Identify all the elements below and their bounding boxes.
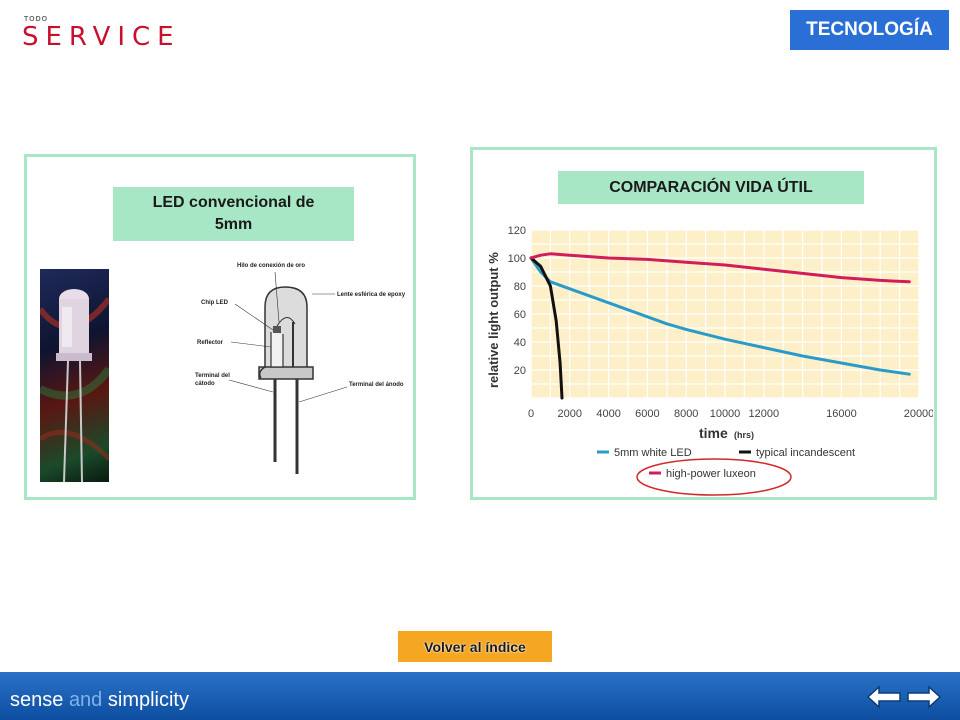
series-line: [529, 252, 911, 284]
led-panel: LED convencional de 5mm: [24, 154, 416, 500]
label-reflector: Reflector: [197, 340, 224, 346]
section-tag: TECNOLOGÍA: [790, 10, 949, 50]
prev-arrow-icon[interactable]: [866, 684, 902, 710]
chart-legend: 5mm white LED typical incandescenthigh-po…: [597, 447, 855, 480]
footer-tagline: sense and simplicity: [10, 689, 189, 712]
logo-brand-text: SERVICE: [22, 22, 181, 52]
label-anode: Terminal del ánodo: [349, 382, 404, 388]
label-gold-wire: Hilo de conexión de oro: [237, 263, 305, 269]
led-photo: [40, 269, 109, 482]
led-label-line2: 5mm: [214, 216, 253, 233]
x-tick-label: 20000: [904, 408, 933, 420]
logo-small-text: TODO: [24, 16, 49, 23]
x-tick-label: 6000: [635, 408, 659, 420]
luxeon-highlight-ellipse: [636, 458, 792, 496]
chart-x-ticks: 0 2000 4000 6000 8000 10000 12000 16000 20000: [528, 408, 933, 420]
led-label-line1: LED convencional de: [152, 194, 315, 211]
lifetime-chart: 20 40 60 80 100 120 0 2000 4000 6000 8000 10000 120…: [486, 225, 933, 496]
legend-label: typical incandescent: [756, 447, 855, 459]
tagline-and: and: [68, 689, 103, 711]
x-tick-label: 0: [528, 408, 534, 420]
lifetime-panel: COMPARACIÓN VIDA ÚTIL 20 40 60 80 100 120 0 20…: [470, 147, 937, 500]
x-tick-label: 16000: [826, 408, 857, 420]
chart-series: [529, 252, 911, 400]
x-tick-label: 10000: [710, 408, 741, 420]
legend-label: high-power luxeon: [666, 468, 756, 480]
led-cross-section-diagram: Hilo de conexión de oro Lente esférica d…: [195, 263, 406, 474]
chart-x-unit: (hrs): [734, 430, 754, 440]
chart-x-label: time: [699, 425, 728, 441]
label-cathode-2: cátodo: [195, 381, 215, 387]
chart-y-label: relative light output %: [486, 252, 501, 388]
label-epoxy-lens: Lente esférica de epoxy: [337, 292, 406, 298]
lifetime-label: COMPARACIÓN VIDA ÚTIL: [558, 171, 864, 204]
back-to-index-button[interactable]: Volver al índice: [398, 631, 552, 662]
x-tick-label: 8000: [674, 408, 698, 420]
y-tick-label: 100: [508, 253, 526, 265]
x-tick-label: 2000: [558, 408, 582, 420]
y-tick-label: 80: [514, 281, 526, 293]
x-tick-label: 4000: [596, 408, 620, 420]
todo-service-logo: TODO SERVICE: [22, 14, 182, 54]
led-label: LED convencional de 5mm: [113, 187, 354, 241]
chart-grid: [530, 229, 920, 399]
tagline-part2: simplicity: [102, 689, 189, 711]
chart-y-ticks: 20 40 60 80 100 120: [508, 225, 526, 377]
legend-label: 5mm white LED: [614, 447, 692, 459]
tagline-part1: sense: [10, 689, 69, 711]
y-tick-label: 120: [508, 225, 526, 237]
footer-bar: sense and simplicity: [0, 672, 960, 720]
x-tick-label: 12000: [749, 408, 780, 420]
series-line: [529, 256, 911, 376]
label-cathode-1: Terminal del: [195, 373, 230, 379]
y-tick-label: 40: [514, 337, 526, 349]
y-tick-label: 60: [514, 309, 526, 321]
series-line: [529, 256, 564, 400]
y-tick-label: 20: [514, 365, 526, 377]
label-chip: Chip LED: [201, 300, 229, 306]
next-arrow-icon[interactable]: [906, 684, 942, 710]
